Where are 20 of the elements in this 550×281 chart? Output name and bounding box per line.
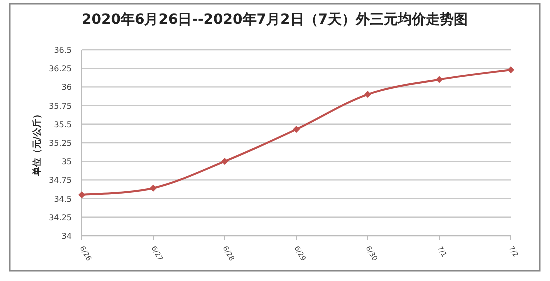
- y-axis-title: 单位（元/公斤）: [32, 110, 43, 178]
- point: [78, 192, 86, 199]
- point: [436, 76, 443, 84]
- y-tick-label: 35.75: [49, 102, 72, 111]
- y-tick-label: 34.5: [54, 194, 72, 204]
- y-tick-label: 35.25: [49, 139, 72, 148]
- point: [293, 126, 300, 134]
- y-tick-label: 34.25: [49, 213, 72, 222]
- y-tick-label: 35.5: [54, 120, 72, 130]
- y-tick-label: 34.75: [49, 176, 72, 186]
- point: [508, 66, 514, 74]
- y-tick-label: 36: [62, 83, 72, 92]
- point: [364, 91, 372, 98]
- y-tick-label: 35: [62, 158, 72, 167]
- y-tick-label: 36.25: [49, 64, 72, 74]
- y-tick-label: 36.5: [54, 46, 72, 55]
- point: [150, 184, 157, 192]
- y-tick-label: 34: [62, 232, 72, 241]
- point: [222, 158, 228, 166]
- chart-title: 2020年6月26日--2020年7月2日（7天）外三元均价走势图: [82, 12, 468, 28]
